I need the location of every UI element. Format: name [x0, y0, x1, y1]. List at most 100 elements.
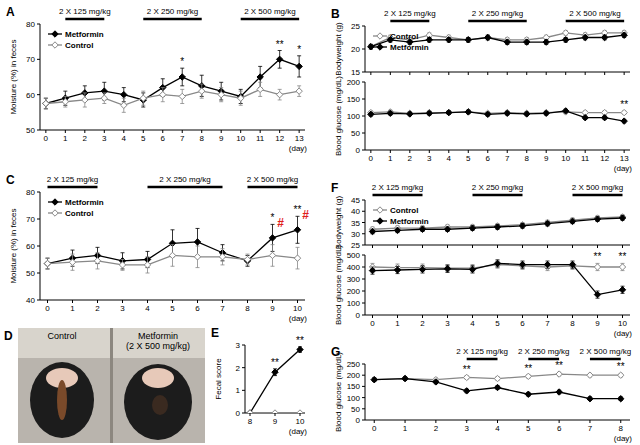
x-tick-label: 0 [44, 134, 49, 143]
x-tick [528, 420, 529, 423]
y-tick-label: 100 [347, 112, 361, 121]
error-cap [46, 258, 50, 259]
marker [525, 391, 531, 397]
x-tick [422, 245, 423, 248]
y-tick [242, 413, 245, 414]
marker [524, 39, 530, 45]
error-cap [44, 98, 48, 99]
y-tick [37, 130, 40, 131]
y-tick-label: 500 [347, 251, 361, 260]
x-tick [585, 72, 586, 75]
marker [587, 396, 593, 402]
error-cap [146, 256, 150, 257]
x-tick [299, 130, 300, 133]
x-tick-label: 9 [219, 134, 224, 143]
annotation: ** [594, 251, 602, 262]
x-tick-label: 7 [220, 304, 225, 313]
error-cap [96, 268, 100, 269]
dose-bar [148, 186, 223, 189]
plot-area [247, 346, 303, 413]
error-cap [246, 264, 250, 265]
marker [465, 109, 471, 115]
x-tick [409, 150, 410, 153]
x-tick [468, 72, 469, 75]
error-cap [296, 216, 300, 217]
x-tick-label: 4 [495, 424, 500, 433]
y-tick [362, 26, 365, 27]
y-tick [362, 408, 365, 409]
error-cap [296, 243, 300, 244]
error-cap [296, 268, 300, 269]
marker [601, 115, 607, 121]
x-tick [526, 150, 527, 153]
x-tick [222, 300, 223, 303]
x-tick [497, 245, 498, 248]
error-cap [221, 244, 225, 245]
marker [621, 118, 627, 124]
x-tick-label: 0 [369, 154, 374, 163]
x-tick-label: 5 [466, 154, 471, 163]
y-tick [362, 150, 365, 151]
dose-label: 2 X 250 mg/kg [159, 175, 211, 184]
error-cap [258, 96, 262, 97]
x-tick [565, 72, 566, 75]
x-tick [497, 420, 498, 423]
y-tick [362, 279, 365, 280]
marker [52, 31, 58, 37]
marker [272, 369, 278, 375]
marker [419, 266, 425, 272]
y-tick-label: 35 [351, 219, 360, 228]
y-tick-label: 15 [351, 68, 360, 77]
dose-bar [468, 20, 526, 23]
error-cap [44, 108, 48, 109]
x-tick [572, 315, 573, 318]
error-cap [297, 77, 301, 78]
marker [519, 261, 525, 267]
marker [368, 111, 374, 117]
photo-label: Control [47, 331, 76, 341]
photo-background [18, 328, 205, 443]
marker [140, 95, 146, 101]
error-cap [102, 82, 106, 83]
y-tick [362, 99, 365, 100]
marker [562, 30, 568, 36]
x-tick-label: 5 [526, 424, 531, 433]
x-tick [172, 300, 173, 303]
x-tick [597, 245, 598, 248]
y-axis-label: Fecal score [214, 358, 223, 400]
x-tick-label: 6 [520, 319, 525, 328]
chart: 4050607080012345678910(day)Moisture (%) … [6, 173, 309, 323]
x-tick [604, 72, 605, 75]
marker [485, 34, 491, 40]
x-tick-label: 1 [403, 424, 408, 433]
x-tick [147, 300, 148, 303]
dose-bar [48, 186, 98, 189]
marker [269, 252, 275, 258]
panel-letter: B [331, 7, 340, 21]
marker [463, 388, 469, 394]
legend-label: Control [65, 41, 93, 50]
marker [121, 102, 127, 108]
error-cap [221, 264, 225, 265]
x-tick-label: 7 [588, 424, 593, 433]
error-cap [180, 103, 184, 104]
error-cap [141, 105, 145, 106]
marker [562, 108, 568, 114]
y-tick-label: 200 [347, 371, 361, 380]
x-tick [497, 315, 498, 318]
x-tick-label: 7 [180, 134, 185, 143]
error-cap [271, 266, 275, 267]
dose-bar [241, 18, 299, 21]
x-tick-label: 10 [618, 319, 627, 328]
dose-bar [65, 18, 104, 21]
x-tick [429, 150, 430, 153]
marker [426, 110, 432, 116]
x-tick-label: 13 [295, 134, 304, 143]
x-tick [466, 420, 467, 423]
y-tick [37, 273, 40, 274]
y-tick [37, 24, 40, 25]
error-cap [46, 268, 50, 269]
error-cap [46, 258, 50, 259]
marker [594, 291, 600, 297]
x-tick [622, 245, 623, 248]
